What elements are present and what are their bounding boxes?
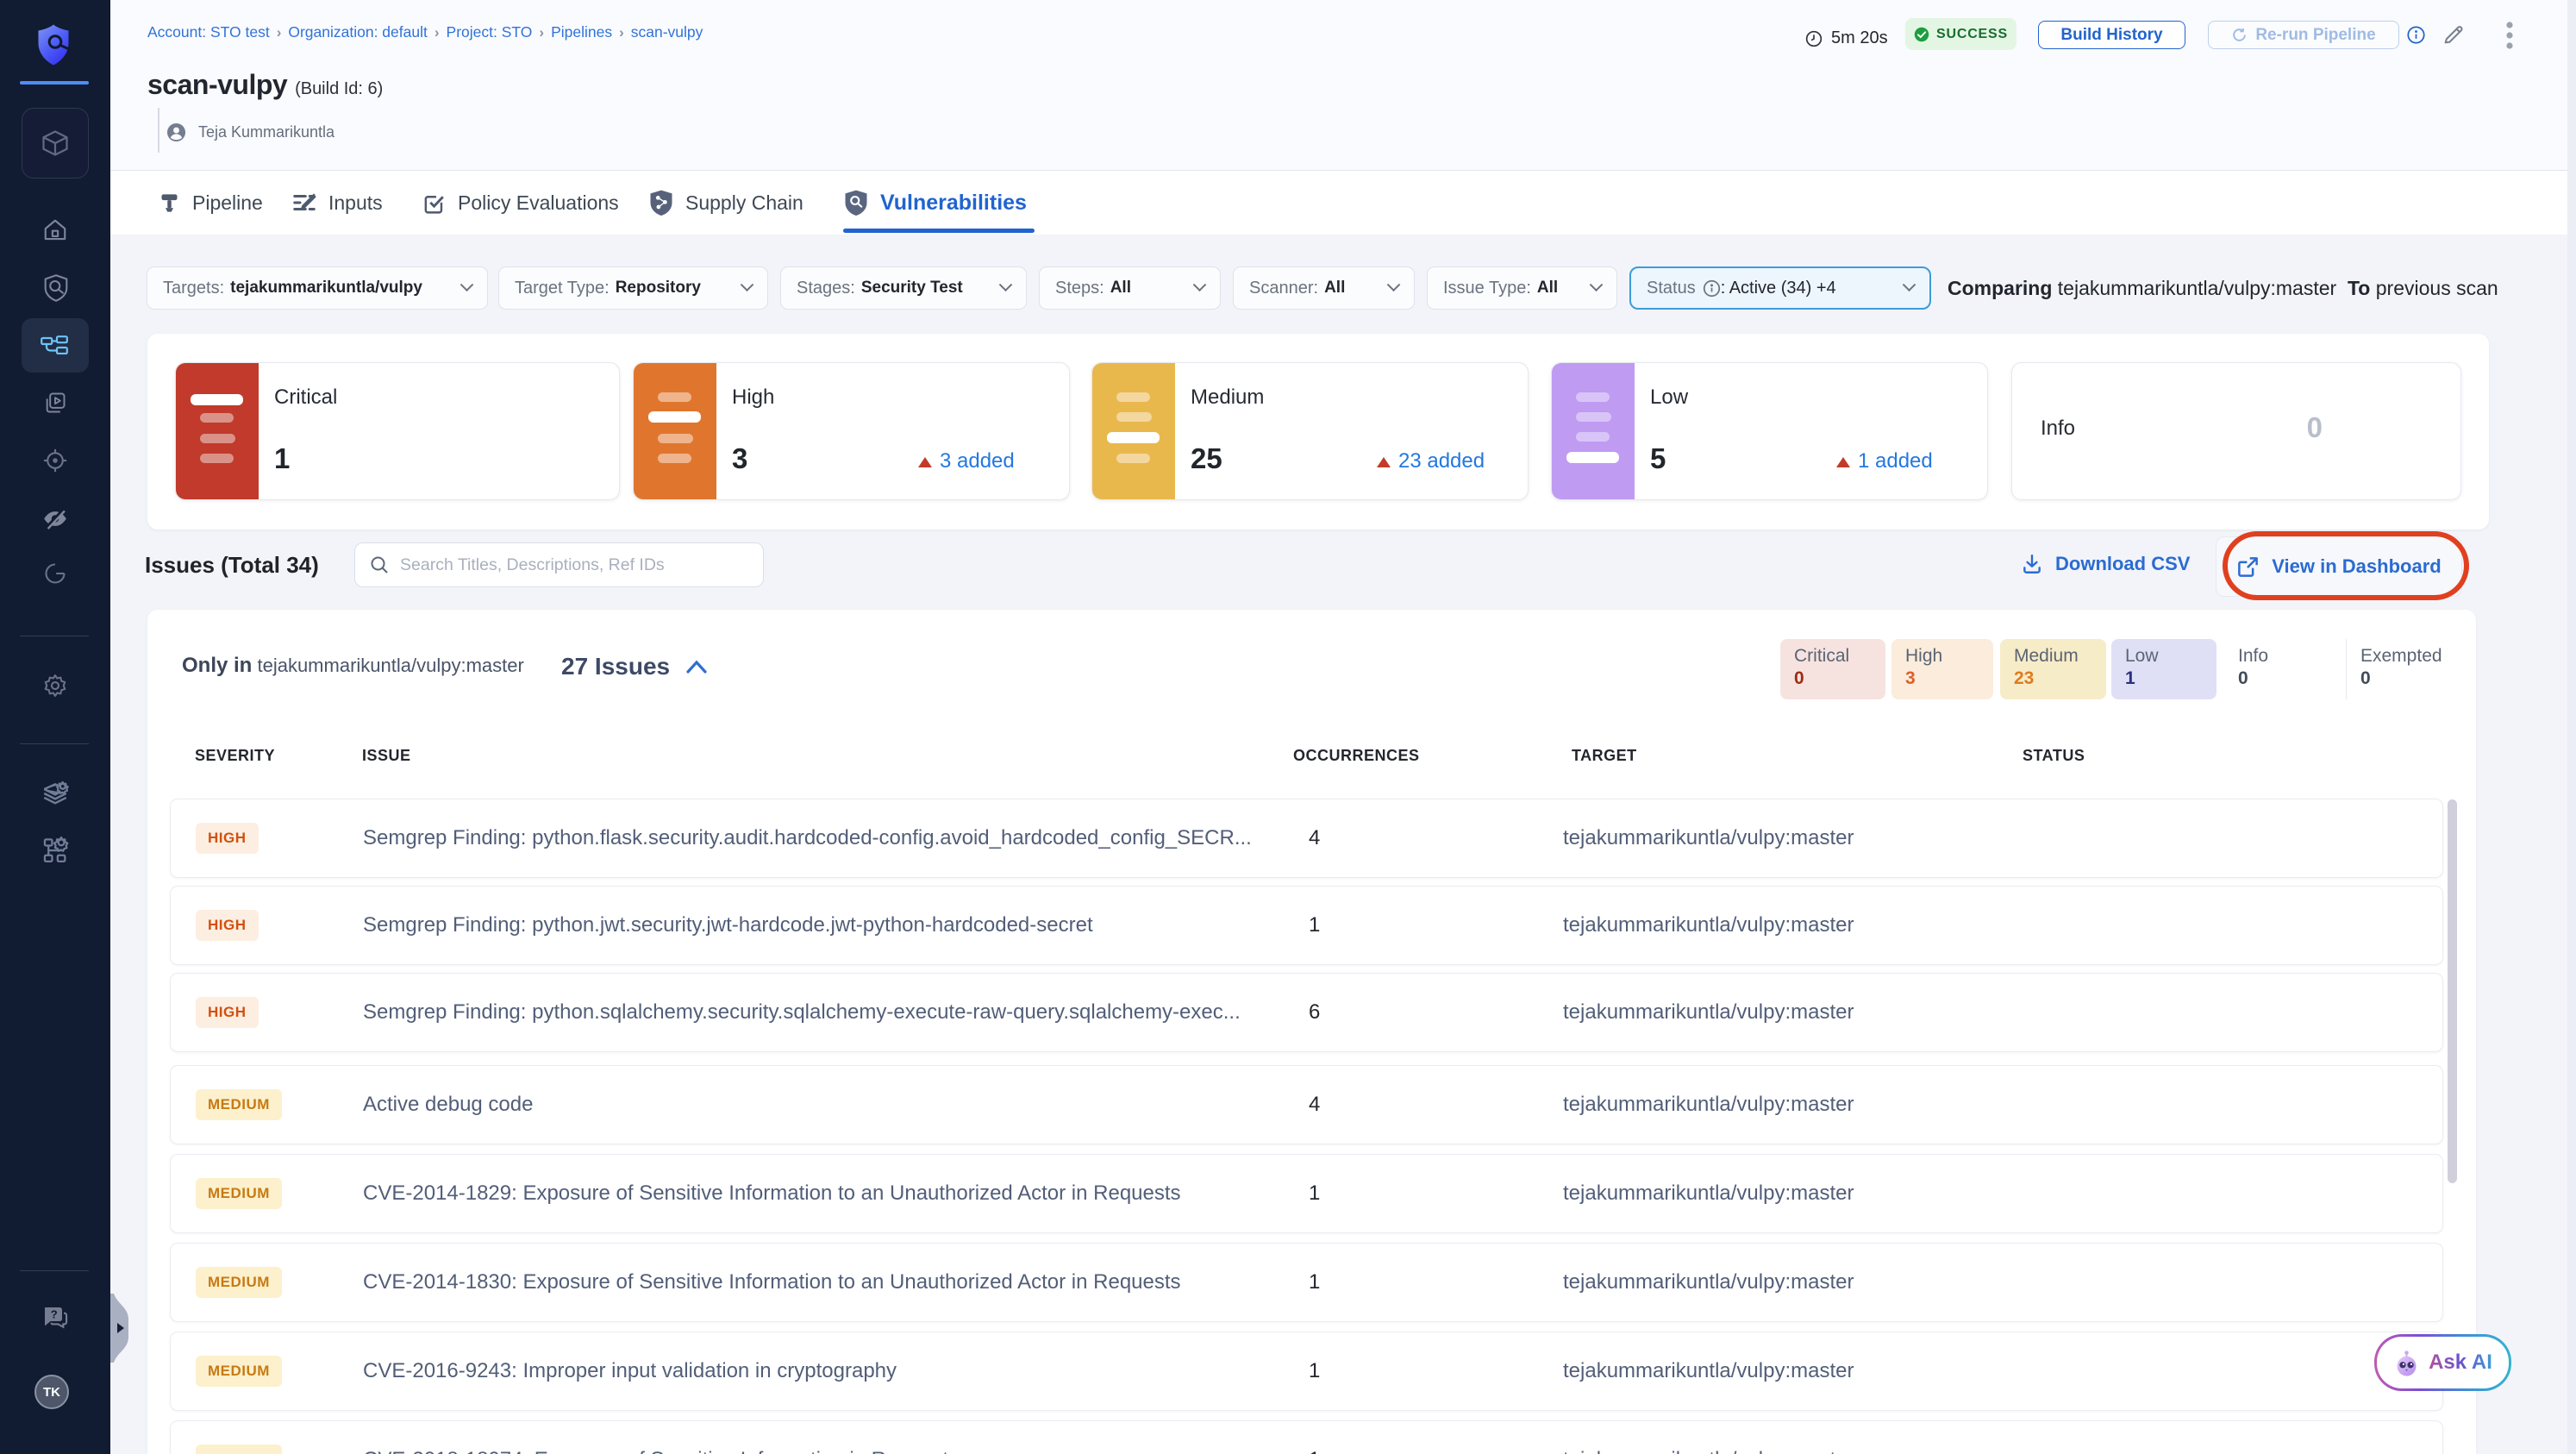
svg-text:?: ? [51,1308,58,1321]
